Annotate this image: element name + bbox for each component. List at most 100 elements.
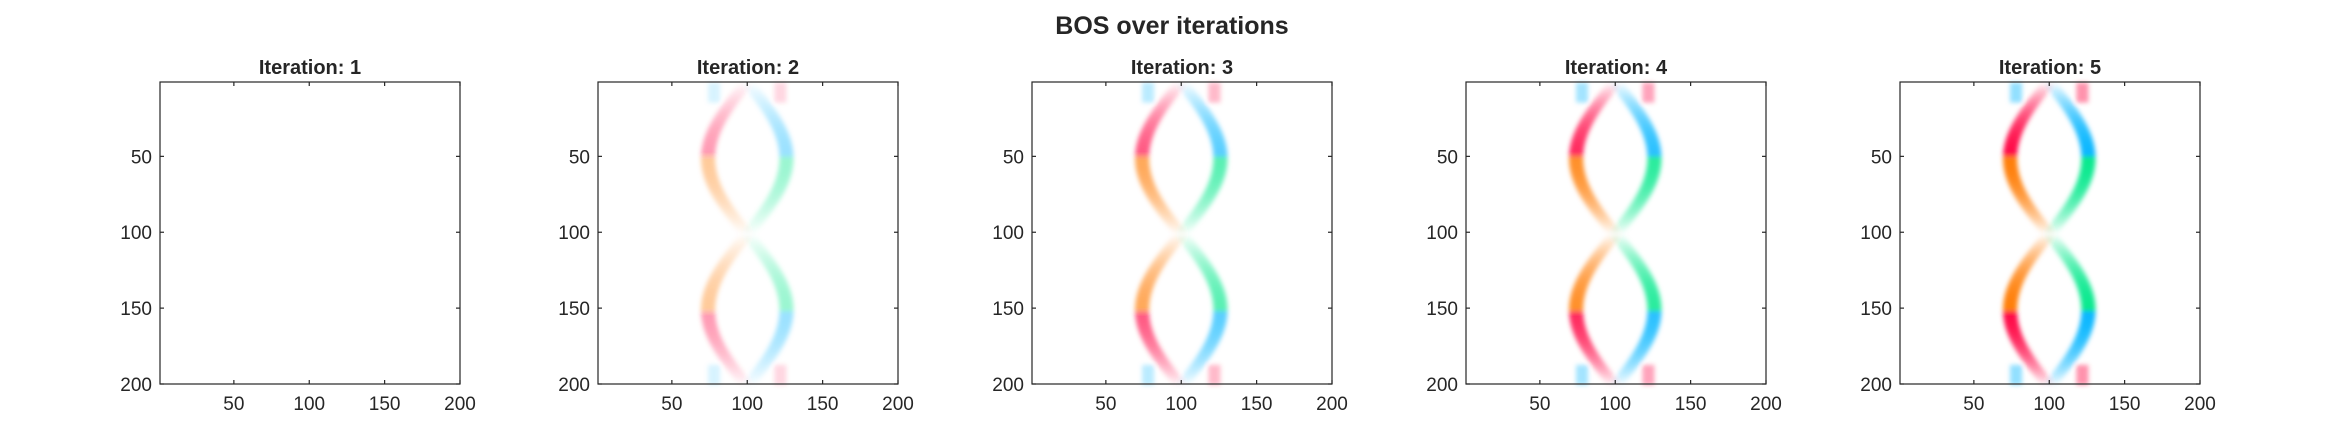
heat-cell <box>2080 144 2095 148</box>
heat-cell <box>1190 101 1205 106</box>
heat-cell <box>1596 217 1611 221</box>
heat-cell <box>1157 210 1172 215</box>
heat-cell <box>1642 82 1655 103</box>
axes-box <box>1465 81 1767 385</box>
heat-cell <box>1210 138 1225 142</box>
heat-cell <box>768 119 783 124</box>
heat-cell <box>1209 135 1224 139</box>
heat-cell <box>2075 335 2090 340</box>
heat-cell <box>747 223 762 227</box>
heat-cell <box>1617 220 1632 224</box>
heat-cell <box>1587 107 1602 112</box>
heat-cell <box>1579 344 1594 349</box>
heat-cell <box>2004 320 2019 324</box>
heat-cell <box>771 186 786 191</box>
heat-cell <box>2006 177 2021 182</box>
heat-cell <box>719 356 734 361</box>
y-tick-label: 200 <box>120 375 152 396</box>
heat-cell <box>1144 122 1159 127</box>
heat-cell <box>1579 119 1594 124</box>
heat-cell <box>2015 268 2030 273</box>
heat-cell <box>1583 198 1598 203</box>
heat-cell <box>774 364 787 385</box>
heat-cell <box>713 116 728 121</box>
heat-cell <box>2073 186 2088 191</box>
heat-cell <box>1210 289 1225 294</box>
heat-cell <box>761 259 776 264</box>
heat-cell <box>1136 144 1151 148</box>
heat-cell <box>778 295 793 300</box>
heat-cell <box>1179 238 1194 242</box>
heat-cell <box>759 256 774 261</box>
heat-cell <box>2013 271 2028 276</box>
heat-cell <box>1139 332 1154 337</box>
heat-cell <box>1575 129 1590 133</box>
heat-cell <box>1190 253 1205 258</box>
heat-cell <box>778 299 793 303</box>
heat-cell <box>1164 220 1179 224</box>
heat-cell <box>1179 377 1194 382</box>
heat-cell <box>2004 295 2019 300</box>
heat-cell <box>1647 311 1662 315</box>
heat-cell <box>2003 147 2018 151</box>
heat-cell <box>1570 320 1585 324</box>
heat-cell <box>701 299 716 303</box>
heat-cell <box>1603 86 1618 91</box>
heat-cell <box>1209 177 1224 182</box>
heat-cell <box>2051 371 2066 376</box>
heat-cell <box>2009 129 2024 133</box>
heat-cell <box>1136 295 1151 300</box>
heat-cell <box>2081 314 2096 318</box>
heat-cell <box>776 138 791 142</box>
y-tick-label: 150 <box>558 299 590 320</box>
heat-cell <box>2017 265 2032 270</box>
heat-cell <box>2079 292 2094 297</box>
heat-cell <box>2080 299 2095 303</box>
heat-cell <box>1190 362 1205 367</box>
x-tick-label: 50 <box>1963 394 1984 415</box>
heat-cell <box>1646 317 1661 321</box>
heatmap-image <box>701 82 794 385</box>
heat-cell <box>2076 283 2091 288</box>
heat-cell <box>2056 98 2071 103</box>
heat-cell <box>779 159 794 164</box>
heat-cell <box>2044 235 2059 239</box>
heat-cell <box>1195 107 1210 112</box>
heat-cell <box>1573 283 1588 288</box>
heat-cell <box>1176 380 1191 385</box>
heat-cell <box>1183 244 1198 249</box>
heat-cell <box>1578 189 1593 194</box>
heat-cell <box>2004 323 2019 327</box>
heatmap-image <box>1135 82 1228 385</box>
heat-cell <box>775 177 790 182</box>
x-tick-label: 150 <box>1241 394 1273 415</box>
heat-cell <box>777 292 792 297</box>
heatmap-image <box>1569 82 1662 385</box>
heat-cell <box>1598 371 1613 376</box>
heat-cell <box>2077 286 2092 291</box>
heat-cell <box>1136 292 1151 297</box>
heat-cell <box>2003 308 2018 312</box>
heat-cell <box>2056 214 2071 218</box>
heat-cell <box>1147 268 1162 273</box>
heat-cell <box>2003 311 2018 315</box>
heat-cell <box>701 165 716 170</box>
heat-cell <box>719 259 734 264</box>
heat-cell <box>1587 356 1602 361</box>
heat-cell <box>1572 135 1587 139</box>
heat-cell <box>776 326 791 330</box>
heat-cell <box>1647 305 1662 309</box>
subplot-2: 50 100 150 200 50 100 150 200 Iteration: 2 <box>558 57 914 415</box>
heat-cell <box>705 132 720 136</box>
heat-cell <box>2010 126 2025 130</box>
heat-cell <box>721 104 736 109</box>
heat-cell <box>1589 207 1604 212</box>
heat-cell <box>1183 92 1198 97</box>
heat-cell <box>2063 204 2078 209</box>
heat-cell <box>710 189 725 194</box>
heat-cell <box>723 210 738 215</box>
heat-cell <box>749 244 764 249</box>
subplot-title: Iteration: 5 <box>1999 57 2101 79</box>
heat-cell <box>756 362 771 367</box>
heat-cell <box>2078 289 2093 294</box>
